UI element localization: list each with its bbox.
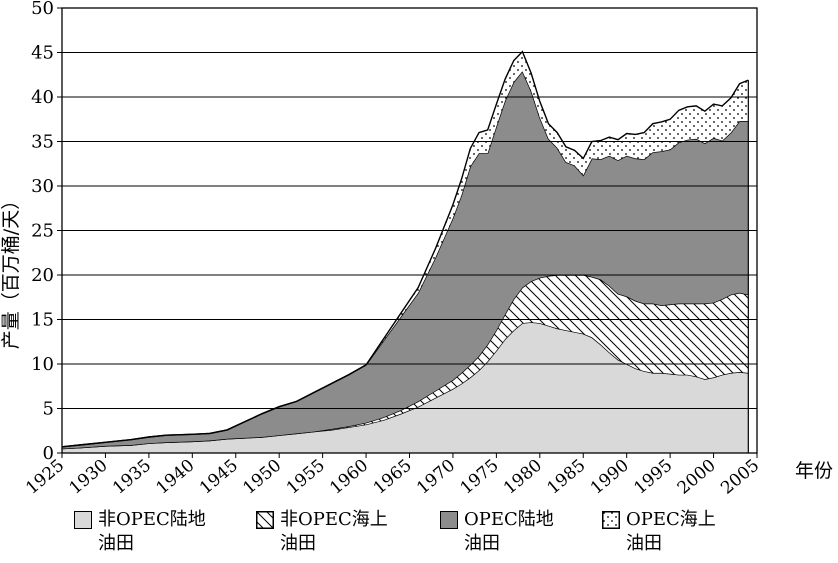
swatch-non-opec-offshore (256, 511, 274, 529)
x-tick-label: 1955 (283, 456, 329, 499)
y-tick-label: 35 (31, 132, 54, 153)
y-tick-label: 20 (31, 265, 54, 286)
area-opec-onshore (62, 71, 749, 449)
x-tick-label: 1965 (370, 456, 416, 499)
legend-item-opec-onshore: OPEC陆地 油田 (440, 508, 554, 556)
y-tick-label: 5 (43, 399, 54, 420)
y-tick-label: 45 (31, 43, 54, 64)
y-axis-label: 产量（百万桶/天） (0, 191, 22, 349)
legend-label-non-opec-onshore: 非OPEC陆地 油田 (98, 509, 206, 554)
x-tick-label: 1985 (543, 456, 589, 499)
y-tick-label: 10 (31, 354, 54, 375)
x-axis-label: 年份 (795, 460, 833, 482)
x-tick-label: 1980 (500, 456, 546, 499)
boundary-line-opec-offshore (61, 50, 749, 448)
x-tick-label: 1970 (413, 456, 459, 499)
x-tick-label: 1950 (239, 456, 285, 499)
swatch-opec-offshore (602, 511, 620, 529)
x-tick-label: 1940 (153, 456, 199, 499)
x-tick-label: 2000 (674, 456, 720, 499)
y-tick-label: 40 (31, 87, 54, 108)
swatch-opec-onshore (440, 511, 458, 529)
y-tick-label: 50 (31, 0, 54, 19)
area-non-opec-onshore (62, 322, 749, 453)
legend: 非OPEC陆地 油田 非OPEC海上 油田 OPEC陆地 油田 OPEC海上 油田 (62, 508, 832, 562)
legend-item-non-opec-offshore: 非OPEC海上 油田 (256, 508, 388, 556)
grid-lines (62, 52, 757, 409)
x-tick-label: 1975 (457, 456, 503, 499)
x-tick-label: 1990 (587, 456, 633, 499)
x-tick-label: 1930 (66, 456, 112, 499)
legend-label-opec-onshore: OPEC陆地 油田 (464, 509, 554, 554)
legend-item-opec-offshore: OPEC海上 油田 (602, 508, 716, 556)
y-tick-label: 0 (43, 443, 54, 464)
swatch-non-opec-onshore (74, 511, 92, 529)
x-tick-label: 1995 (630, 456, 676, 499)
x-tick-label: 1945 (196, 456, 242, 499)
y-tick-label: 25 (31, 221, 54, 242)
legend-label-non-opec-offshore: 非OPEC海上 油田 (280, 509, 388, 554)
y-tick-label: 15 (31, 310, 54, 331)
legend-label-opec-offshore: OPEC海上 油田 (626, 509, 716, 554)
legend-item-non-opec-onshore: 非OPEC陆地 油田 (74, 508, 206, 556)
x-tick-label: 1960 (326, 456, 372, 499)
y-tick-label: 30 (31, 176, 54, 197)
x-tick-label: 2005 (717, 456, 763, 499)
x-tick-label: 1935 (109, 456, 155, 499)
area-non-opec-offshore (62, 275, 749, 449)
area-layers (61, 50, 749, 453)
